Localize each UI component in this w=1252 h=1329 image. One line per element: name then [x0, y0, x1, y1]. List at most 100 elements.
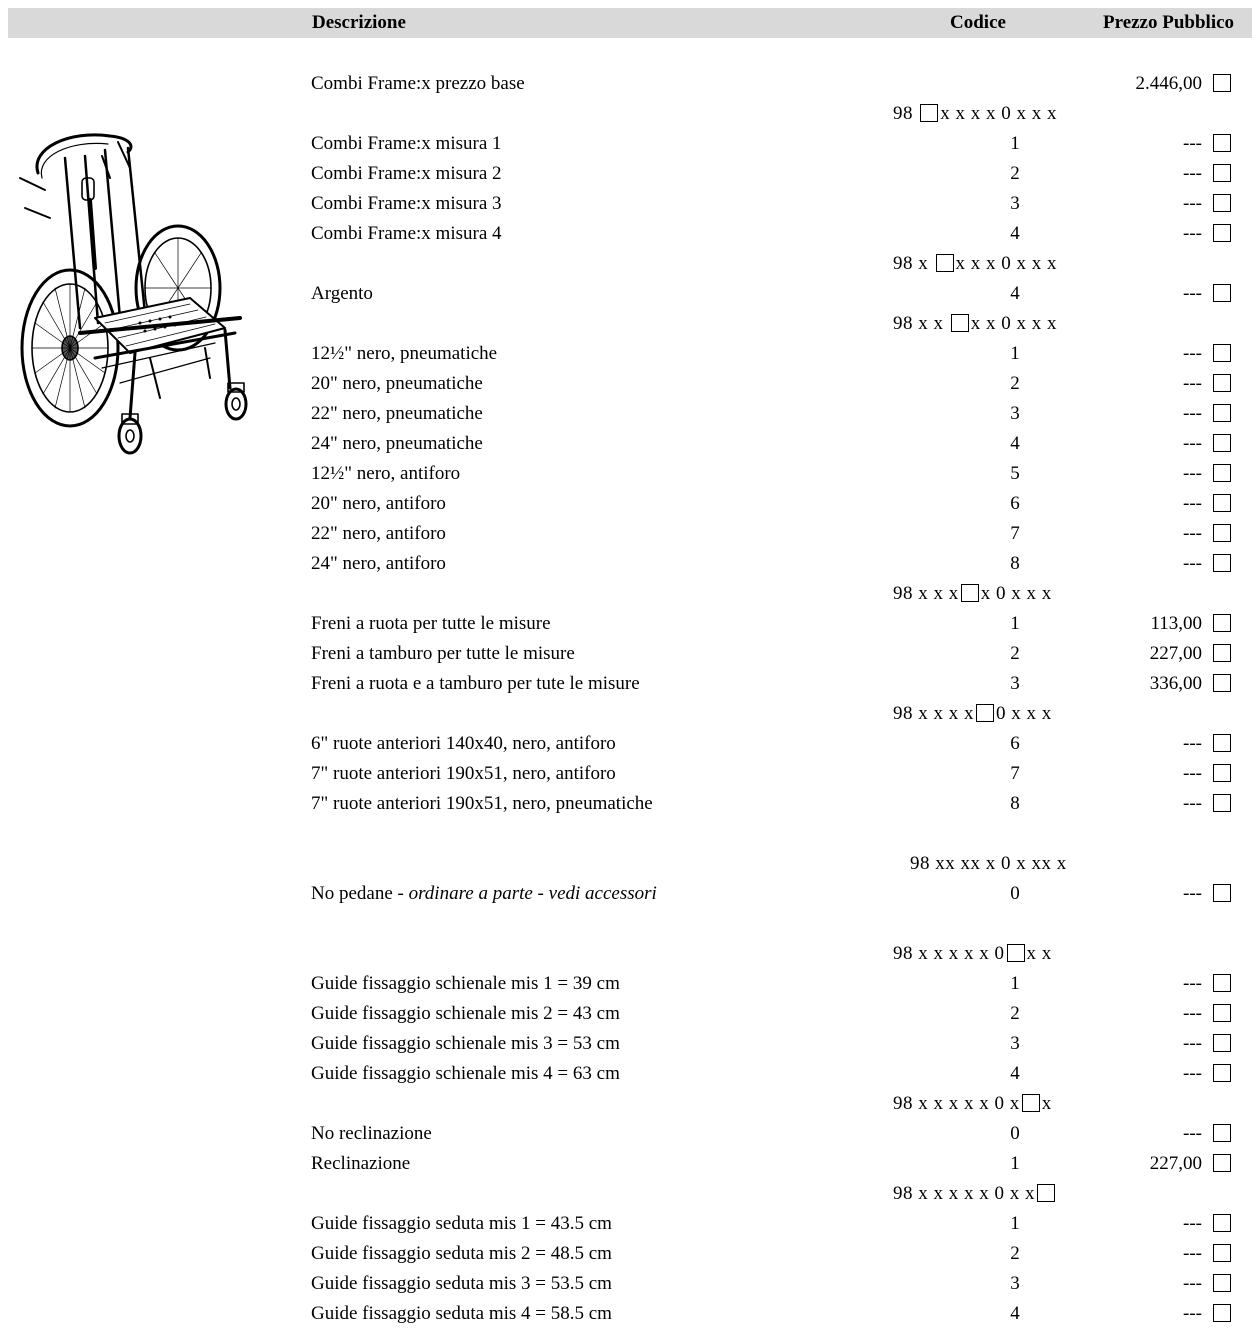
- code-digit-box[interactable]: [1006, 944, 1025, 962]
- row-description-text: Freni a ruota e a tamburo per tute le mi…: [311, 673, 640, 694]
- row-description-text: Guide fissaggio seduta mis 2 = 48.5 cm: [311, 1243, 612, 1264]
- row-description: Guide fissaggio schienale mis 4 = 63 cm: [311, 1059, 620, 1089]
- code-pattern-suffix: x x 0 x x x: [970, 313, 1057, 334]
- row-checkbox[interactable]: [1213, 134, 1231, 152]
- code-pattern-row: 98 x x x x x 0 x x: [0, 939, 1252, 969]
- row-description: 24" nero, pneumatiche: [311, 429, 483, 459]
- row-description-text: Guide fissaggio schienale mis 1 = 39 cm: [311, 973, 620, 994]
- row-checkbox[interactable]: [1213, 884, 1231, 902]
- table-row: 6" ruote anteriori 140x40, nero, antifor…: [0, 729, 1252, 759]
- row-code: 4: [1010, 1063, 1020, 1084]
- row-description-text: Combi Frame:x misura 3: [311, 193, 502, 214]
- row-checkbox[interactable]: [1213, 554, 1231, 572]
- row-description-text: 20" nero, pneumatiche: [311, 373, 483, 394]
- code-digit-box[interactable]: [950, 314, 969, 332]
- code-pattern-prefix: 98 x: [893, 253, 934, 274]
- row-checkbox[interactable]: [1213, 734, 1231, 752]
- row-checkbox[interactable]: [1213, 1304, 1231, 1322]
- row-price: ---: [1183, 553, 1202, 574]
- row-checkbox[interactable]: [1213, 404, 1231, 422]
- row-price: 2.446,00: [1135, 73, 1203, 94]
- row-checkbox[interactable]: [1213, 524, 1231, 542]
- row-code: 3: [1010, 193, 1020, 214]
- row-checkbox[interactable]: [1213, 1124, 1231, 1142]
- code-pattern-row: 98 x x x x 0 x x x: [0, 99, 1252, 129]
- row-checkbox[interactable]: [1213, 614, 1231, 632]
- row-description-text: Combi Frame:x prezzo base: [311, 73, 525, 94]
- row-price: ---: [1183, 163, 1202, 184]
- row-checkbox[interactable]: [1213, 224, 1231, 242]
- row-checkbox[interactable]: [1213, 974, 1231, 992]
- row-code: 4: [1010, 283, 1020, 304]
- row-price: ---: [1183, 1123, 1202, 1144]
- row-price: ---: [1183, 1273, 1202, 1294]
- code-digit-box[interactable]: [960, 584, 979, 602]
- row-code: 2: [1010, 1003, 1020, 1024]
- row-checkbox[interactable]: [1213, 764, 1231, 782]
- row-code: 2: [1010, 1243, 1020, 1264]
- code-pattern: 98 x x x x x 0 x x: [893, 939, 1052, 969]
- code-digit-box[interactable]: [935, 254, 954, 272]
- row-checkbox[interactable]: [1213, 284, 1231, 302]
- row-description: 7" ruote anteriori 190x51, nero, pneumat…: [311, 789, 653, 819]
- row-description: No pedane - ordinare a parte - vedi acce…: [311, 879, 657, 909]
- row-checkbox[interactable]: [1213, 1274, 1231, 1292]
- row-code: 1: [1010, 343, 1020, 364]
- row-description-text: 6" ruote anteriori 140x40, nero, antifor…: [311, 733, 616, 754]
- code-digit-box[interactable]: [1021, 1094, 1040, 1112]
- row-code: 0: [1010, 1123, 1020, 1144]
- row-price: ---: [1183, 1243, 1202, 1264]
- row-checkbox[interactable]: [1213, 344, 1231, 362]
- header-description: Descrizione: [312, 12, 406, 33]
- row-checkbox[interactable]: [1213, 1244, 1231, 1262]
- row-price: 227,00: [1149, 643, 1202, 664]
- row-description: Guide fissaggio seduta mis 2 = 48.5 cm: [311, 1239, 612, 1269]
- code-pattern-row: 98 x x x x x 0 x x: [0, 1179, 1252, 1209]
- row-checkbox[interactable]: [1213, 644, 1231, 662]
- row-description: Guide fissaggio seduta mis 3 = 53.5 cm: [311, 1269, 612, 1299]
- row-checkbox[interactable]: [1213, 164, 1231, 182]
- row-checkbox[interactable]: [1213, 1004, 1231, 1022]
- row-checkbox[interactable]: [1213, 464, 1231, 482]
- row-checkbox[interactable]: [1213, 494, 1231, 512]
- row-checkbox[interactable]: [1213, 1214, 1231, 1232]
- header-price: Prezzo Pubblico: [1103, 12, 1235, 33]
- row-description-text: 20" nero, antiforo: [311, 493, 446, 514]
- code-pattern: 98 x x x x x 0 x x: [893, 1179, 1057, 1209]
- table-row: Combi Frame:x misura 2 2 ---: [0, 159, 1252, 189]
- table-header: Descrizione Codice Prezzo Pubblico: [8, 8, 1252, 38]
- code-pattern-row: 98 x x x x 0 x x x: [0, 249, 1252, 279]
- row-description-text: Guide fissaggio seduta mis 1 = 43.5 cm: [311, 1213, 612, 1234]
- row-code: 3: [1010, 403, 1020, 424]
- code-pattern-suffix: x: [1041, 1093, 1052, 1114]
- code-pattern-suffix: 0 x x x: [996, 703, 1052, 724]
- code-pattern: 98 x x x x 0 x x x: [893, 309, 1057, 339]
- code-digit-box[interactable]: [1037, 1184, 1055, 1202]
- row-checkbox[interactable]: [1213, 1034, 1231, 1052]
- row-code: 1: [1010, 1153, 1020, 1174]
- row-checkbox[interactable]: [1213, 434, 1231, 452]
- code-digit-box[interactable]: [976, 704, 994, 722]
- row-description: 22" nero, antiforo: [311, 519, 446, 549]
- row-checkbox[interactable]: [1213, 1064, 1231, 1082]
- table-row: 22" nero, antiforo 7 ---: [0, 519, 1252, 549]
- row-checkbox[interactable]: [1213, 1154, 1231, 1172]
- row-checkbox[interactable]: [1213, 74, 1231, 92]
- table-row: Guide fissaggio schienale mis 2 = 43 cm 2…: [0, 999, 1252, 1029]
- row-checkbox[interactable]: [1213, 674, 1231, 692]
- row-price: ---: [1183, 403, 1202, 424]
- row-price: ---: [1183, 973, 1202, 994]
- table-row: Guide fissaggio schienale mis 4 = 63 cm 4…: [0, 1059, 1252, 1089]
- code-digit-box[interactable]: [920, 104, 939, 122]
- table-row: 24" nero, pneumatiche 4 ---: [0, 429, 1252, 459]
- row-description: Argento: [311, 279, 373, 309]
- row-description: Combi Frame:x misura 4: [311, 219, 502, 249]
- row-checkbox[interactable]: [1213, 194, 1231, 212]
- row-checkbox[interactable]: [1213, 374, 1231, 392]
- row-price: ---: [1183, 133, 1202, 154]
- table-row: Freni a tamburo per tutte le misure 2 227,…: [0, 639, 1252, 669]
- row-price: ---: [1183, 883, 1202, 904]
- row-checkbox[interactable]: [1213, 794, 1231, 812]
- row-price: 336,00: [1149, 673, 1202, 694]
- code-pattern-prefix: 98 x x x x x 0 x: [893, 1093, 1020, 1114]
